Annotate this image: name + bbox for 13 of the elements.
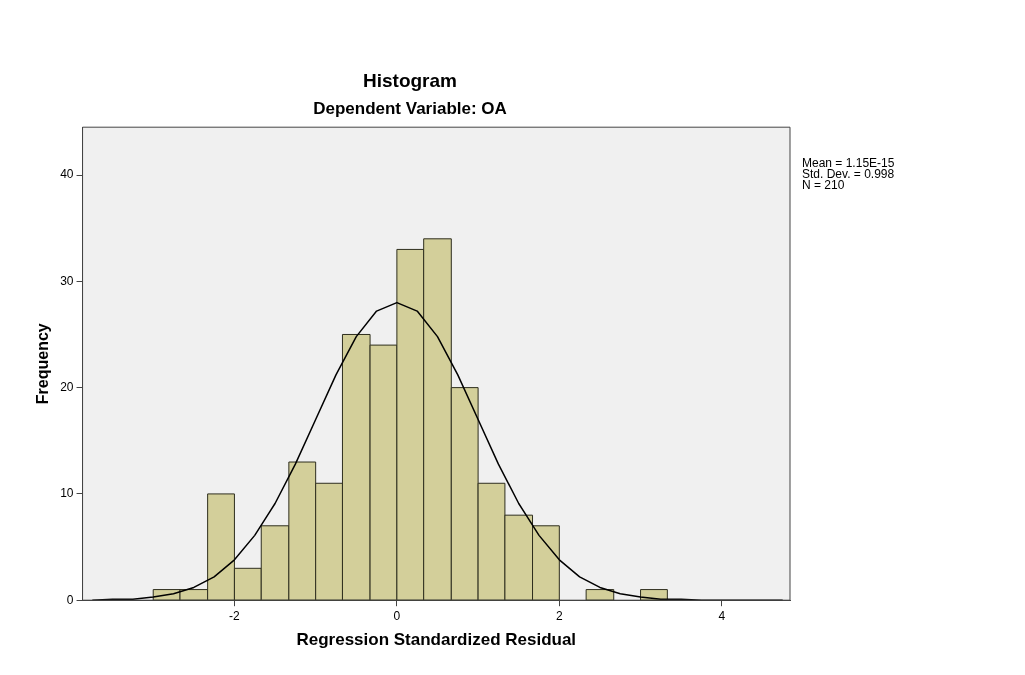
chart-title: Histogram bbox=[363, 69, 457, 91]
y-tick-label: 30 bbox=[60, 273, 74, 288]
y-axis-title: Frequency bbox=[34, 323, 52, 405]
x-tick-label: 0 bbox=[393, 608, 401, 623]
x-tick-label: 4 bbox=[718, 608, 726, 623]
x-axis-title: Regression Standardized Residual bbox=[296, 630, 577, 650]
y-tick-label: 40 bbox=[60, 167, 74, 182]
chart-subtitle: Dependent Variable: OA bbox=[313, 98, 507, 118]
y-tick-label: 0 bbox=[66, 592, 74, 607]
x-tick-label: -2 bbox=[229, 608, 241, 623]
y-tick-label: 10 bbox=[60, 486, 74, 501]
y-tick-label: 20 bbox=[60, 379, 74, 394]
x-tick-label: 2 bbox=[555, 608, 563, 623]
